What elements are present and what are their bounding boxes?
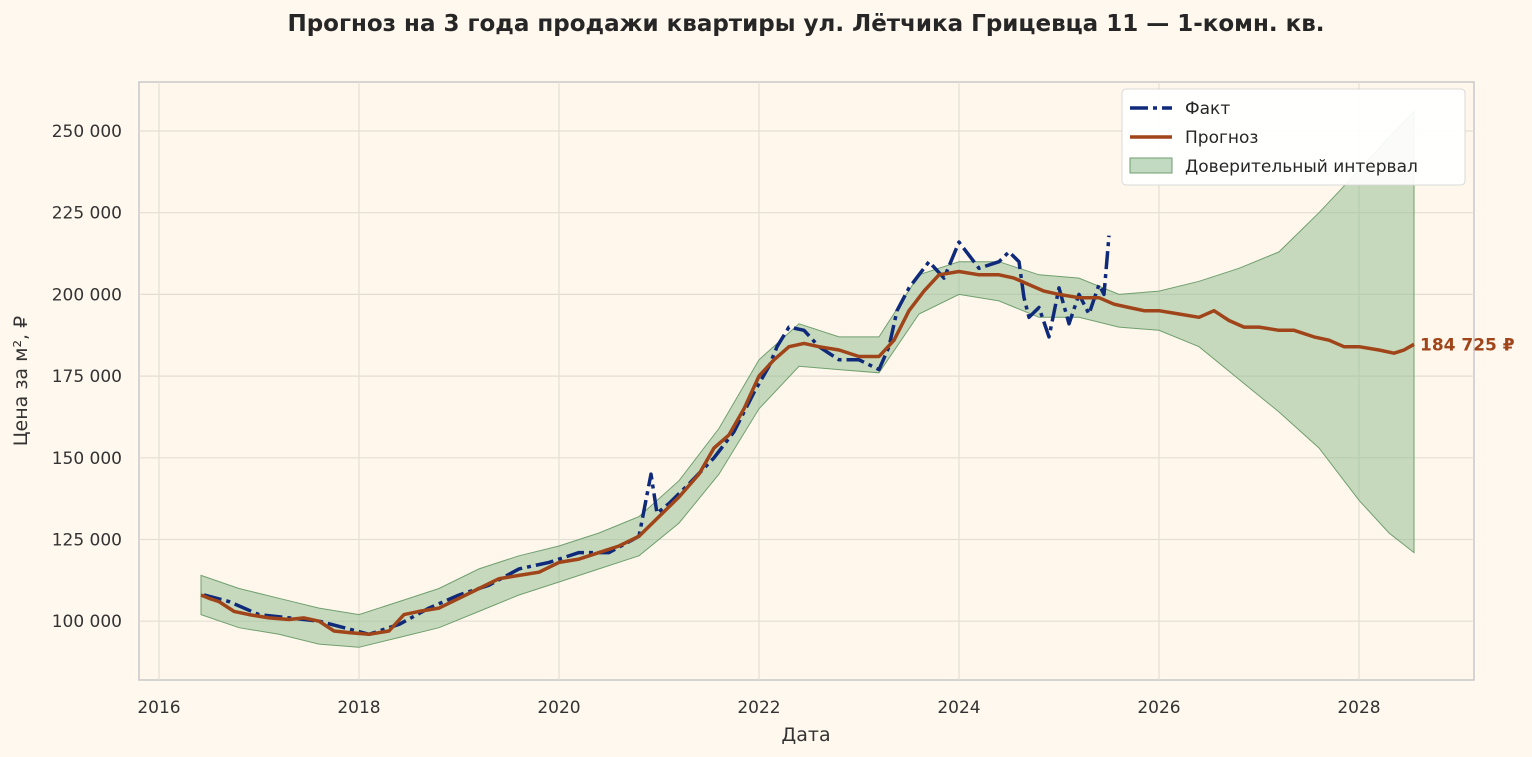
- x-tick-label: 2028: [1337, 698, 1380, 718]
- confidence-interval-band: [200, 110, 1415, 648]
- y-axis-label: Цена за м², ₽: [10, 316, 32, 446]
- chart-title: Прогноз на 3 года продажи квартиры ул. Л…: [287, 11, 1325, 37]
- tick-labels: 2016 2018 2020 2022 2024 2026 2028 100 000 125 0…: [52, 122, 1381, 718]
- legend-ci-label: Доверительный интервал: [1185, 157, 1418, 177]
- x-tick-label: 2020: [537, 698, 580, 718]
- legend-forecast-label: Прогноз: [1185, 128, 1258, 148]
- legend: Факт Прогноз Доверительный интервал: [1121, 88, 1466, 186]
- x-tick-label: 2022: [737, 698, 780, 718]
- y-tick-label: 150 000: [52, 449, 122, 469]
- series-lines: [200, 235, 1415, 637]
- y-tick-label: 250 000: [52, 122, 122, 142]
- x-axis-label: Дата: [781, 724, 830, 746]
- y-tick-label: 100 000: [52, 612, 122, 632]
- forecast-line: [200, 269, 1415, 637]
- x-tick-label: 2024: [937, 698, 980, 718]
- legend-fact-label: Факт: [1185, 99, 1230, 119]
- x-tick-label: 2016: [137, 698, 180, 718]
- x-tick-label: 2026: [1137, 698, 1180, 718]
- forecast-end-label: 184 725 ₽: [1420, 335, 1515, 355]
- y-tick-label: 175 000: [52, 367, 122, 387]
- y-tick-label: 200 000: [52, 285, 122, 305]
- legend-ci-swatch: [1129, 157, 1173, 174]
- confidence-interval-group: [200, 110, 1415, 648]
- fact-line: [203, 235, 1111, 637]
- legend-box: [1121, 88, 1466, 186]
- y-tick-label: 225 000: [52, 204, 122, 224]
- y-tick-label: 125 000: [52, 530, 122, 550]
- x-tick-label: 2018: [337, 698, 380, 718]
